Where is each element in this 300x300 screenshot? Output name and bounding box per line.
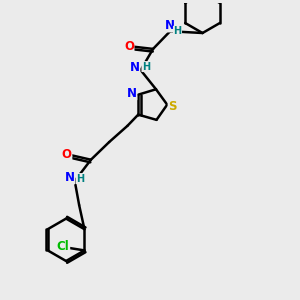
Text: Cl: Cl (57, 240, 70, 254)
Text: N: N (127, 87, 137, 100)
Text: O: O (62, 148, 72, 161)
Text: S: S (168, 100, 177, 112)
Text: H: H (76, 174, 84, 184)
Text: O: O (124, 40, 134, 53)
Text: N: N (165, 19, 175, 32)
Text: N: N (64, 171, 74, 184)
Text: H: H (173, 26, 181, 36)
Text: N: N (130, 61, 140, 74)
Text: H: H (142, 61, 150, 72)
